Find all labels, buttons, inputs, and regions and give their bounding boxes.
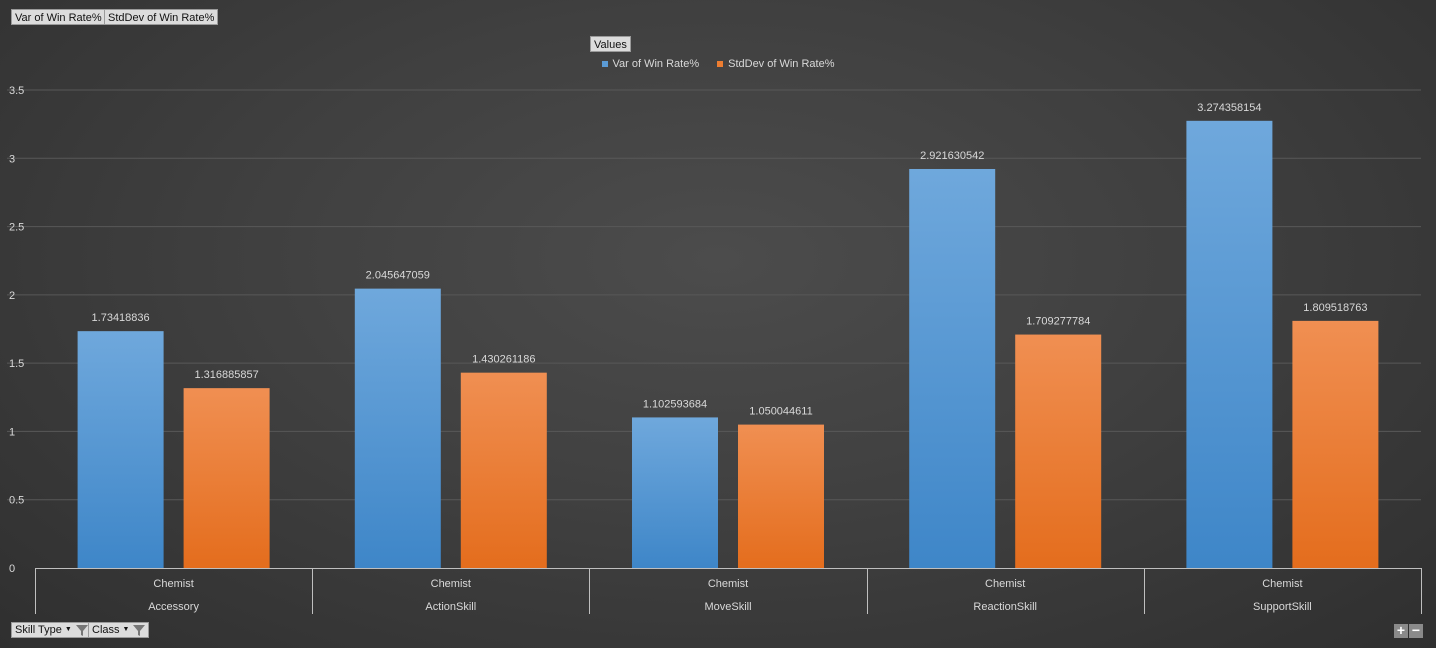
- y-tick-label: 0: [9, 563, 15, 575]
- data-label: 1.050044611: [749, 406, 812, 418]
- data-label: 1.102593684: [643, 398, 707, 410]
- y-tick-label: 1.5: [9, 358, 24, 370]
- axis-field-button-class[interactable]: Class ▼: [88, 622, 150, 638]
- legend-field-button[interactable]: Values: [590, 36, 631, 52]
- legend-swatch-series-2: [717, 61, 724, 67]
- value-field-button-stddev[interactable]: StdDev of Win Rate%: [104, 9, 219, 25]
- x-tick-label-inner: Chemist: [708, 578, 748, 590]
- legend-swatch-series-1: [601, 61, 608, 67]
- data-label: 1.430261186: [472, 354, 535, 366]
- bar-var: [77, 331, 164, 568]
- y-tick-label: 3: [9, 153, 15, 165]
- data-label: 1.709277784: [1026, 316, 1090, 328]
- data-label: 2.921630542: [920, 150, 984, 162]
- bar-var: [354, 288, 441, 568]
- bar-var: [632, 417, 718, 568]
- bar-stddev: [738, 424, 824, 568]
- filter-icon: [75, 625, 88, 636]
- axis-field-label-skill-type: Skill Type: [15, 624, 62, 636]
- chevron-down-icon: ▼: [122, 626, 130, 633]
- y-tick-label: 3.5: [9, 85, 24, 97]
- legend-item-series-1: Var of Win Rate%: [601, 58, 700, 70]
- axis-field-button-skill-type[interactable]: Skill Type ▼: [11, 622, 92, 638]
- legend-item-series-2: StdDev of Win Rate%: [717, 58, 834, 70]
- y-tick-label: 1: [9, 426, 15, 438]
- bar-var: [909, 168, 996, 568]
- expand-field-button[interactable]: +: [1394, 623, 1408, 638]
- data-label: 1.809518763: [1303, 302, 1367, 314]
- x-tick-label-outer: ReactionSkill: [973, 601, 1037, 613]
- y-tick-label: 2.5: [9, 222, 24, 234]
- x-tick-label-inner: Chemist: [153, 578, 193, 590]
- x-tick-label-inner: Chemist: [1262, 578, 1302, 590]
- y-tick-label: 2: [9, 290, 15, 302]
- data-label: 2.045647059: [366, 270, 430, 282]
- bar-stddev: [1292, 320, 1379, 568]
- x-tick-label-outer: ActionSkill: [425, 601, 476, 613]
- filter-icon: [133, 625, 146, 636]
- x-tick-label-inner: Chemist: [431, 578, 471, 590]
- value-field-button-var[interactable]: Var of Win Rate%: [11, 9, 106, 25]
- legend-label-series-2: StdDev of Win Rate%: [728, 58, 835, 70]
- x-tick-label-outer: MoveSkill: [704, 601, 751, 613]
- chevron-down-icon: ▼: [64, 626, 72, 633]
- legend-label-series-1: Var of Win Rate%: [612, 58, 700, 70]
- data-label: 1.316885857: [194, 369, 258, 381]
- bar-var: [1186, 120, 1273, 569]
- collapse-field-button[interactable]: −: [1409, 623, 1423, 638]
- y-tick-label: 0.5: [9, 495, 24, 507]
- x-tick-label-outer: SupportSkill: [1253, 601, 1312, 613]
- x-tick-label-outer: Accessory: [148, 601, 199, 613]
- axis-field-label-class: Class: [92, 624, 120, 636]
- bar-stddev: [1015, 334, 1102, 568]
- bar-stddev: [460, 372, 547, 568]
- data-label: 1.73418836: [92, 312, 150, 324]
- chart-legend: Var of Win Rate% StdDev of Win Rate%: [0, 58, 1436, 70]
- data-label: 3.274358154: [1197, 102, 1261, 114]
- x-tick-label-inner: Chemist: [985, 578, 1025, 590]
- bar-stddev: [183, 388, 270, 568]
